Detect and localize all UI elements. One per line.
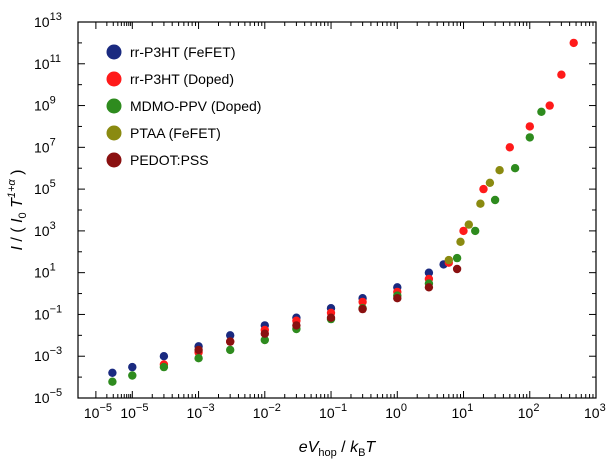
point-mdmo-ppv-doped- — [260, 335, 269, 345]
point-pedot-pss — [393, 294, 402, 303]
point-mdmo-ppv-doped- — [525, 133, 534, 142]
point-mdmo-ppv-doped- — [194, 354, 203, 363]
x-tick-label: 102 — [518, 402, 540, 421]
x-tick-label: 10−5 — [84, 402, 112, 421]
y-tick-label: 1013 — [34, 11, 62, 30]
legend-marker — [106, 125, 122, 141]
point-pedot-pss — [358, 304, 367, 314]
point-pedot-pss — [226, 337, 235, 346]
point-rr-p3ht-doped- — [545, 101, 554, 110]
point-ptaa-fefet- — [444, 255, 453, 265]
point-mdmo-ppv-doped- — [510, 164, 520, 173]
legend-marker — [106, 71, 122, 87]
point-ptaa-fefet- — [476, 199, 485, 208]
point-rr-p3ht-doped- — [569, 38, 578, 48]
x-tick-label: 10−5 — [120, 402, 148, 421]
legend: rr-P3HT (FeFET) rr-P3HT (Doped) MDMO-PPV (… — [106, 44, 261, 168]
legend-label: PEDOT:PSS — [130, 152, 209, 168]
x-tick-label: 103 — [584, 402, 606, 421]
legend-label: PTAA (FeFET) — [130, 125, 221, 141]
x-tick-label: 10−1 — [319, 402, 347, 421]
y-tick-label: 10−1 — [34, 303, 62, 322]
point-ptaa-fefet- — [495, 166, 504, 175]
legend-label: rr-P3HT (Doped) — [130, 71, 234, 87]
point-pedot-pss — [260, 329, 269, 338]
y-tick-label: 107 — [34, 136, 56, 155]
point-rr-p3ht-fefet- — [108, 368, 117, 377]
point-ptaa-fefet- — [464, 220, 473, 229]
point-ptaa-fefet- — [485, 178, 495, 187]
point-rr-p3ht-doped- — [505, 143, 514, 152]
point-mdmo-ppv-doped- — [471, 226, 480, 236]
point-mdmo-ppv-doped- — [452, 253, 462, 263]
point-mdmo-ppv-doped- — [490, 195, 500, 205]
point-pedot-pss — [326, 313, 336, 322]
y-tick-label: 103 — [34, 220, 56, 239]
point-mdmo-ppv-doped- — [128, 371, 137, 380]
x-tick-label: 100 — [385, 402, 407, 421]
data-points — [108, 38, 578, 386]
point-rr-p3ht-fefet- — [159, 352, 169, 361]
point-mdmo-ppv-doped- — [226, 345, 235, 355]
point-rr-p3ht-doped- — [525, 122, 534, 131]
point-rr-p3ht-doped- — [479, 184, 488, 194]
y-tick-label: 109 — [34, 95, 56, 114]
point-rr-p3ht-fefet- — [424, 268, 434, 277]
point-mdmo-ppv-doped- — [159, 362, 169, 372]
y-tick-label: 105 — [34, 178, 56, 197]
x-tick-label: 10−3 — [187, 402, 215, 421]
point-rr-p3ht-fefet- — [128, 362, 137, 372]
point-ptaa-fefet- — [456, 237, 465, 246]
y-tick-label: 101 — [34, 262, 56, 281]
point-rr-p3ht-doped- — [459, 226, 468, 236]
x-tick-labels: 10−5 10−5 10−3 10−2 10−1 100 101 102 103 — [84, 402, 606, 421]
y-tick-label: 10−5 — [34, 387, 62, 406]
point-rr-p3ht-fefet- — [226, 331, 235, 340]
axis-ticks — [78, 21, 597, 399]
x-axis-title: eVhop / kBT — [299, 439, 377, 459]
x-tick-label: 101 — [452, 402, 474, 421]
point-pedot-pss — [194, 345, 203, 355]
point-rr-p3ht-doped- — [557, 70, 566, 79]
y-tick-labels: 10−5 10−3 10−1 101 103 105 107 109 1011 1013 — [34, 11, 62, 406]
legend-marker — [106, 98, 122, 114]
legend-label: rr-P3HT (FeFET) — [130, 44, 236, 60]
legend-label: MDMO-PPV (Doped) — [130, 98, 261, 114]
legend-marker — [106, 44, 122, 60]
x-tick-label: 10−2 — [253, 402, 281, 421]
point-mdmo-ppv-doped- — [108, 377, 117, 386]
point-pedot-pss — [292, 321, 301, 330]
legend-marker — [106, 152, 122, 168]
y-tick-label: 1011 — [34, 53, 61, 72]
point-mdmo-ppv-doped- — [537, 107, 546, 117]
point-pedot-pss — [452, 264, 462, 274]
point-pedot-pss — [424, 283, 434, 292]
y-tick-label: 10−3 — [34, 345, 62, 364]
point-rr-p3ht-doped- — [358, 297, 367, 307]
y-axis-title: I / ( I0 T1+α ) — [6, 170, 29, 251]
